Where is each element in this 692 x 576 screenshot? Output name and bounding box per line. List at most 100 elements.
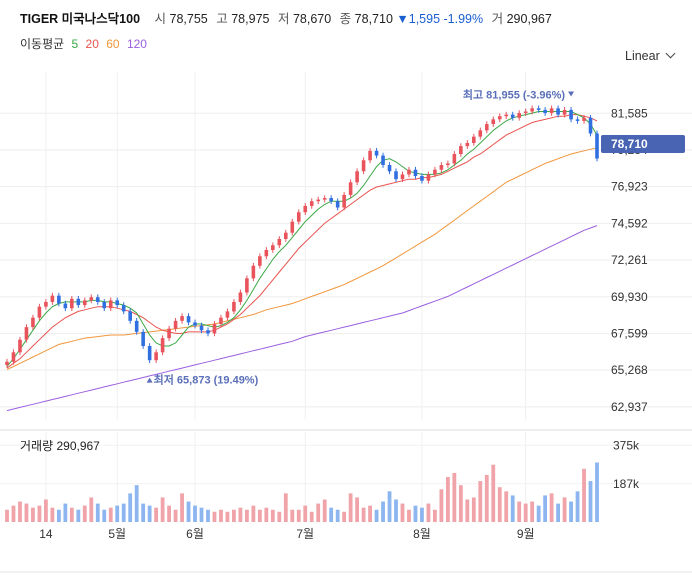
volume-bar [407, 509, 411, 522]
x-tick-label: 5월 [108, 527, 126, 541]
volume-bar [11, 505, 16, 522]
volume-bars [5, 462, 599, 522]
volume-bar [452, 472, 457, 522]
volume-bar [108, 507, 113, 522]
volume-tick-label: 187k [613, 477, 640, 491]
volume-bar [31, 507, 35, 522]
volume-bar [121, 503, 126, 522]
candle [303, 205, 308, 213]
candle [193, 322, 197, 326]
candle [102, 301, 107, 309]
candle [433, 169, 437, 175]
volume-bar [219, 509, 223, 522]
candle [238, 292, 243, 302]
volume-bar [244, 509, 249, 522]
volume-bar [180, 493, 184, 522]
quote-header: TIGER 미국나스닥100 시 78,755 고 78,975 저 78,67… [20, 8, 552, 27]
candle [459, 146, 463, 154]
volume-bar [141, 503, 146, 522]
volume-bar [413, 505, 418, 522]
volume-bar [238, 507, 243, 522]
volume-bar [186, 501, 191, 522]
close-value: 78,710 [354, 12, 393, 26]
volume-bar [309, 511, 314, 522]
volume-bar [523, 503, 528, 522]
candle [37, 306, 42, 318]
candle [18, 339, 22, 353]
volume-bar [82, 505, 87, 522]
volume-bar [530, 501, 535, 522]
volume-bar [69, 507, 74, 522]
volume-bar [374, 509, 379, 522]
candle [549, 108, 554, 114]
volume-bar [478, 481, 483, 522]
candle [504, 114, 509, 117]
volume-bar [497, 487, 502, 522]
ma120-line [6, 225, 598, 412]
open-label: 시 [154, 12, 167, 26]
volume-bar [322, 499, 327, 522]
ma-120-label: 120 [126, 37, 147, 51]
volume-bar [173, 509, 178, 522]
volume-bar [264, 507, 269, 522]
volume-bar [160, 497, 165, 522]
volume-bar [270, 509, 275, 522]
volume-bar [225, 511, 230, 522]
instrument-name: TIGER 미국나스닥100 [20, 12, 141, 26]
candle [374, 150, 379, 156]
volume-bar [471, 497, 476, 522]
candle [316, 199, 321, 202]
close-label: 종 [339, 12, 352, 26]
candle [258, 256, 262, 266]
volume-panel-title: 거래량 [20, 439, 54, 453]
candle [569, 109, 573, 120]
candle [283, 232, 288, 239]
candle [232, 301, 236, 312]
candle [536, 108, 541, 110]
high-value: 78,975 [231, 12, 270, 26]
volume-bar [433, 509, 437, 522]
candle [394, 171, 398, 180]
volume-bar [458, 485, 463, 522]
candles [5, 105, 599, 368]
candle [134, 320, 139, 332]
candle [400, 174, 405, 180]
plot-background [7, 72, 597, 420]
volume-bar [18, 501, 22, 522]
volume-bar [50, 507, 55, 522]
volume-bar [154, 507, 159, 522]
x-tick-label: 7월 [296, 527, 314, 541]
volume-bar [232, 509, 236, 522]
candle [491, 119, 496, 125]
candle [31, 317, 35, 328]
candle [497, 116, 502, 120]
candle [562, 109, 567, 115]
volume-bar [102, 509, 107, 522]
volume-bar [290, 509, 295, 522]
volume-grid [0, 429, 692, 573]
x-axis-ticks: 14 5월 6월 7월 8월 9월 [39, 527, 534, 541]
candle [322, 198, 327, 200]
candle [5, 361, 9, 365]
volume-bar [445, 477, 450, 522]
y-axis-ticks: 81,58579,25476,92374,59272,26169,93067,5… [611, 106, 648, 490]
x-tick-label: 8월 [413, 527, 431, 541]
candle [167, 328, 171, 339]
scale-selector[interactable]: Linear [625, 48, 676, 63]
volume-bar [348, 493, 353, 522]
candle [348, 182, 353, 195]
volume-bar [400, 503, 405, 522]
volume-bar [134, 485, 139, 522]
candle [11, 352, 16, 362]
ma-legend[interactable]: 이동평균 5 20 60 120 [20, 35, 151, 52]
volume-bar [329, 507, 334, 522]
candle [296, 212, 301, 222]
volume-bar [420, 507, 424, 522]
volume-bar [95, 503, 100, 522]
ma-20-label: 20 [85, 37, 99, 51]
candle [368, 150, 372, 161]
candle [387, 165, 392, 172]
candle [147, 346, 152, 361]
candle [588, 117, 593, 134]
